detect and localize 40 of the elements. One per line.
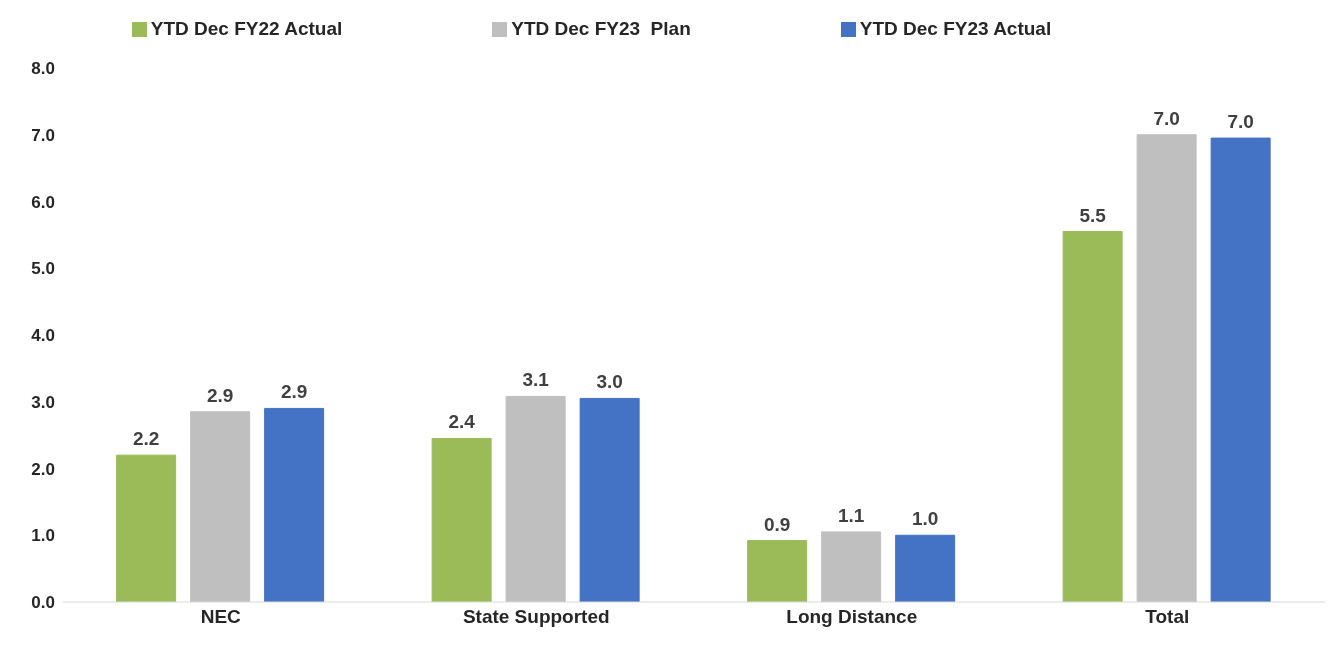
legend-label: YTD Dec FY23 Actual: [859, 18, 1052, 39]
bar: [895, 534, 956, 602]
data-label: 5.5: [1079, 204, 1107, 226]
data-label: 2.9: [206, 384, 234, 406]
bar: [579, 397, 640, 602]
bar: [264, 407, 325, 602]
data-label: 2.4: [448, 411, 476, 433]
data-label: 3.0: [596, 371, 623, 393]
bar: [747, 540, 808, 602]
bar: [190, 411, 251, 602]
y-tick-label: 1.0: [31, 526, 55, 546]
legend-label: YTD Dec FY23 Plan: [511, 18, 691, 39]
x-tick-label: State Supported: [462, 606, 610, 628]
data-label: 1.1: [837, 504, 865, 526]
bar: [1136, 134, 1197, 602]
y-tick-label: 4.0: [31, 326, 55, 346]
bar: [821, 531, 882, 602]
y-tick-label: 3.0: [31, 392, 55, 412]
x-tick-label: Long Distance: [786, 606, 918, 628]
x-tick-label: Total: [1145, 606, 1190, 628]
y-tick-label: 0.0: [31, 593, 55, 613]
data-label: 2.9: [280, 381, 308, 403]
bar: [431, 437, 492, 602]
y-tick-label: 2.0: [31, 459, 55, 479]
data-label: 2.2: [132, 428, 160, 450]
y-tick-label: 7.0: [31, 125, 55, 145]
x-tick-label: NEC: [200, 606, 242, 628]
y-tick-label: 5.0: [31, 259, 55, 279]
legend-label: YTD Dec FY22 Actual: [150, 18, 343, 39]
bar: [505, 395, 566, 602]
data-label: 0.9: [763, 513, 791, 535]
data-label: 3.1: [522, 369, 550, 391]
bar: [1210, 137, 1271, 602]
y-tick-label: 8.0: [31, 59, 55, 79]
data-label: 7.0: [1227, 111, 1254, 133]
y-tick-label: 6.0: [31, 192, 55, 212]
bar: [116, 454, 177, 602]
bar: [1062, 231, 1123, 602]
data-label: 1.0: [911, 508, 939, 530]
data-label: 7.0: [1153, 107, 1180, 129]
